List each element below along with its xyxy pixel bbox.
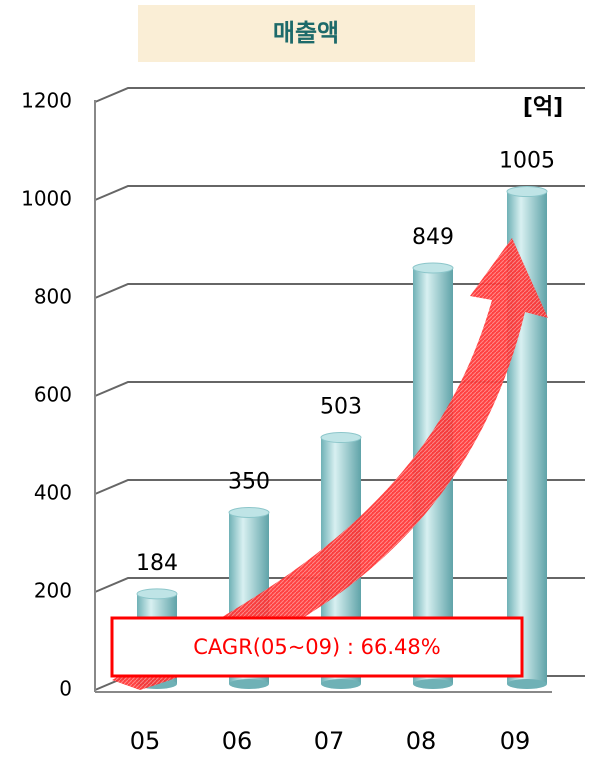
value-label: 350 xyxy=(228,470,270,495)
bar-base xyxy=(321,679,361,689)
y-tick-label: 600 xyxy=(34,383,72,407)
value-label: 184 xyxy=(136,551,178,576)
y-tick-label: 1200 xyxy=(21,89,72,113)
annotation-box xyxy=(110,616,524,678)
y-tick-label: 400 xyxy=(34,481,72,505)
chart-title: 매출액 xyxy=(273,19,339,47)
x-tick-label: 07 xyxy=(314,727,345,755)
annotation: CAGR(05~09) : 66.48% xyxy=(193,635,440,659)
bar-base xyxy=(229,679,269,689)
x-tick-label: 09 xyxy=(500,727,531,755)
bar-base xyxy=(507,679,547,689)
y-tick-label: 1000 xyxy=(21,187,72,211)
bar-top xyxy=(136,588,178,600)
bar-top xyxy=(412,262,454,274)
growth-arrow xyxy=(112,238,548,690)
title-box xyxy=(138,5,475,62)
bar-top xyxy=(228,507,270,518)
x-tick-label: 06 xyxy=(222,727,253,755)
bar-top xyxy=(506,186,548,198)
y-tick-label: 0 xyxy=(59,677,72,701)
x-tick-label: 08 xyxy=(406,727,437,755)
value-label: 1005 xyxy=(499,149,555,174)
grid xyxy=(94,87,585,691)
bar-top xyxy=(320,432,362,444)
unit-label: [억] xyxy=(523,95,563,120)
value-label: 849 xyxy=(412,225,454,250)
y-tick-label: 800 xyxy=(34,285,72,309)
grid-line xyxy=(94,185,585,201)
bars xyxy=(136,186,548,689)
x-tick-label: 05 xyxy=(130,727,161,755)
y-tick-label: 200 xyxy=(34,579,72,603)
bar-base xyxy=(413,679,453,689)
value-label: 503 xyxy=(320,395,362,420)
grid-line xyxy=(94,87,585,103)
